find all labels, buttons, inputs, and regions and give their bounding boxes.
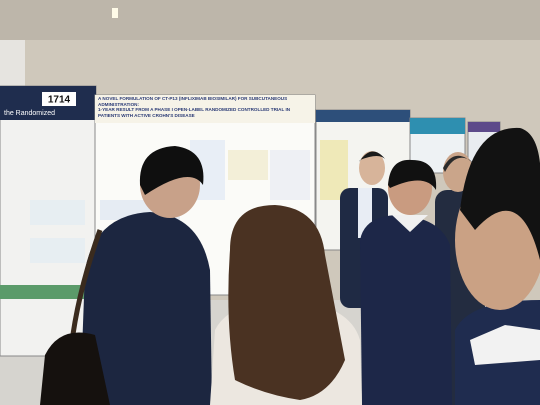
- person-head: [359, 151, 385, 185]
- poster-number: 1714: [48, 95, 71, 106]
- poster-title: the Randomized: [4, 110, 55, 117]
- bag: [40, 332, 110, 405]
- ceiling-light: [112, 8, 118, 18]
- hair: [139, 146, 204, 195]
- chart-area: [228, 150, 268, 180]
- hair: [460, 127, 540, 260]
- hair: [359, 151, 386, 162]
- hair: [443, 155, 475, 172]
- poster-number-box: [42, 92, 76, 106]
- ceiling: [0, 0, 540, 40]
- poster-band: [0, 285, 96, 299]
- poster-header: [316, 110, 410, 122]
- poster-header: [468, 122, 500, 132]
- poster-subtitle: 1-YEAR RESULT FROM A PHASE I OPEN-LABEL …: [98, 107, 291, 118]
- collar: [392, 215, 428, 232]
- hair: [228, 205, 345, 400]
- hair: [388, 159, 437, 190]
- table-area: [270, 150, 310, 200]
- collar: [470, 325, 540, 365]
- chart-area: [30, 238, 85, 263]
- poster-header: [95, 95, 315, 123]
- poster-title: A NOVEL FORMULATION OF CT-P13 (INFLIXIMA…: [98, 96, 288, 107]
- poster-header: [410, 118, 465, 134]
- person-suit: [80, 212, 212, 405]
- poster-title-text: A NOVEL FORMULATION OF CT-P13 (INFLIXIMA…: [98, 96, 312, 118]
- text-area: [320, 140, 348, 200]
- person-sweater: [360, 215, 452, 405]
- chart-area: [30, 200, 85, 225]
- poster-title-box: A NOVEL FORMULATION OF CT-P13 (INFLIXIMA…: [98, 96, 312, 118]
